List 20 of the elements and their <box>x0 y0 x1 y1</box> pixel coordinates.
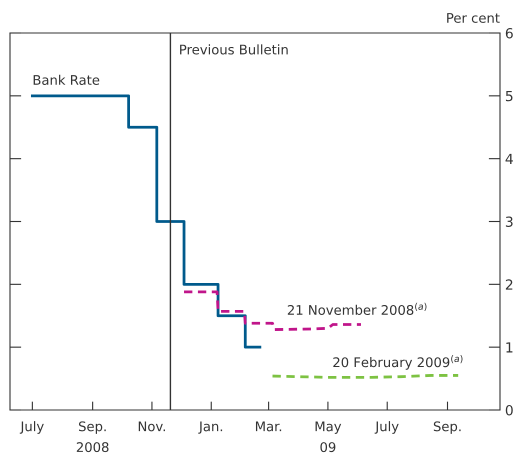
y-tick-label: 0 <box>506 404 513 416</box>
y-tick-label: 6 <box>506 28 513 38</box>
y-tick-label: 1 <box>506 342 512 352</box>
series-label: Bank Rate <box>34 74 100 85</box>
series-label: 21 November 2008$^{(a)}$ <box>288 302 426 315</box>
x-tick-label: Jan. <box>198 422 222 434</box>
x-tick-label: Sep. 2008 <box>76 421 109 452</box>
y-tick-label: 3 <box>506 216 513 227</box>
x-tick-label: July <box>374 421 399 434</box>
y-tick-label: 4 <box>506 154 513 164</box>
y-tick-label: 2 <box>506 279 512 290</box>
x-tick-label: Sep. <box>434 421 461 434</box>
y-tick-label: 5 <box>506 90 512 102</box>
series-label: 20 February 2009$^{(a)}$ <box>333 354 462 370</box>
x-tick-label: Nov. <box>138 422 165 432</box>
x-tick-label: July <box>20 421 44 434</box>
ref-line-label: Previous Bulletin <box>180 44 288 55</box>
y-axis-title: Per cent <box>447 13 500 23</box>
x-tick-label: May 09 <box>316 422 342 452</box>
x-tick-label: Mar. <box>256 422 282 432</box>
